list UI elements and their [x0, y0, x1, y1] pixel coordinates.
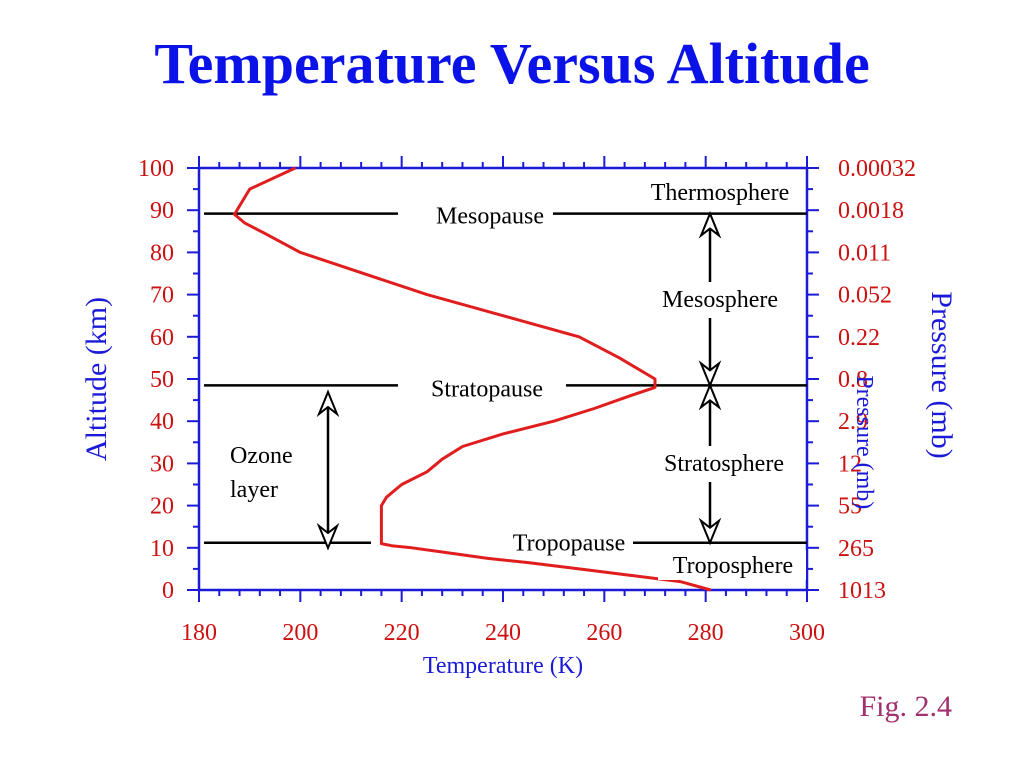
temperature-profile-point	[654, 386, 656, 389]
thermosphere-label: Thermosphere	[651, 180, 790, 206]
slide-title: Temperature Versus Altitude	[154, 31, 870, 96]
x-axis-title: Temperature (K)	[423, 653, 583, 679]
temperature-profile-point	[380, 526, 382, 528]
x-tick-label: 300	[789, 620, 825, 646]
mesosphere-arrow-head-up	[698, 210, 722, 239]
temperature-profile-point	[487, 557, 489, 559]
temperature-profile-point	[553, 420, 555, 422]
temperature-profile-point	[502, 315, 504, 317]
temperature-profile-point	[593, 407, 595, 410]
y-tick-label: 90	[150, 198, 174, 224]
mesopause-label: Mesopause	[436, 204, 544, 230]
ozone-arrow-head-down	[316, 522, 340, 551]
temperature-profile-point	[578, 336, 580, 338]
y-tick-label: 80	[150, 240, 174, 266]
temperature-profile-point	[249, 188, 251, 190]
x-tick-label: 220	[384, 620, 420, 646]
temperature-profile-point	[426, 471, 428, 473]
temperature-profile-point	[350, 268, 352, 270]
y2-axis-title-overlap: Pressure (mb)	[851, 375, 877, 509]
temperature-profile-point	[411, 547, 413, 549]
temperature-profile-point	[380, 542, 382, 545]
pressure-tick-label: 265	[838, 536, 874, 562]
pressure-tick-label: 0.011	[838, 240, 891, 266]
axes-layer	[187, 156, 819, 602]
temperature-profile-point	[578, 568, 580, 570]
temperature-profile-point	[710, 589, 712, 591]
temperature-profile-point	[618, 357, 621, 359]
temperature-profile-point	[299, 251, 301, 253]
y-tick-label: 70	[150, 283, 174, 309]
stratosphere-label: Stratosphere	[664, 451, 784, 477]
pressure-tick-label: 0.052	[838, 283, 892, 309]
pressure-tick-label: 12	[838, 451, 862, 477]
label-layer: 180 200 220 240 260 280 300 0 10 20 30 40 50 60 70 80 90…	[80, 156, 958, 679]
ozone-label-line2: layer	[230, 477, 278, 503]
temperature-profile-point	[380, 505, 382, 507]
mesosphere-label: Mesosphere	[662, 287, 778, 313]
y-tick-label: 100	[138, 156, 174, 182]
x-tick-label: 280	[688, 620, 724, 646]
temperature-profile-point	[390, 545, 393, 547]
stratosphere-arrow-head-down	[698, 517, 722, 546]
pressure-tick-label: 0.0018	[838, 198, 904, 224]
temperature-profile-point	[527, 561, 529, 564]
stratosphere-arrow-head-up	[698, 382, 722, 411]
y-tick-label: 10	[150, 536, 174, 562]
temperature-profile-point	[441, 458, 443, 460]
temperature-profile-point	[441, 551, 443, 553]
y-tick-label: 30	[150, 451, 174, 477]
temperature-profile-point	[401, 483, 403, 486]
temperature-profile-point	[294, 167, 296, 169]
pressure-tick-label: 1013	[838, 578, 886, 604]
temperature-profile-point	[654, 378, 656, 380]
temperature-profile-point	[233, 213, 236, 216]
temperature-profile-point	[461, 445, 464, 448]
y-tick-label: 50	[150, 367, 174, 393]
ozone-label-line1: Ozone	[230, 443, 293, 469]
troposphere-label-bg	[658, 550, 806, 580]
temperature-profile-point	[629, 395, 631, 397]
stratopause-label: Stratopause	[431, 376, 543, 402]
curve-layer	[233, 166, 712, 592]
temperature-profile-point	[629, 574, 631, 576]
ozone-arrow-head-up	[316, 389, 340, 418]
mesosphere-arrow-head-down	[698, 360, 722, 388]
pressure-tick-label: 0.22	[838, 325, 880, 351]
temperature-profile-point	[238, 205, 241, 207]
temperature-profile-point	[264, 232, 266, 235]
temperature-profile-point	[679, 580, 681, 583]
x-tick-label: 240	[485, 620, 521, 646]
figure-label: Fig. 2.4	[859, 690, 952, 723]
x-tick-label: 200	[282, 620, 318, 646]
y-tick-label: 40	[150, 409, 174, 435]
temperature-profile-point	[426, 294, 428, 296]
pressure-tick-label: 0.8	[838, 367, 868, 393]
temperature-profile-point	[502, 433, 504, 435]
x-tick-label: 260	[586, 620, 622, 646]
pressure-tick-label: 2.9	[838, 409, 868, 435]
y-tick-label: 20	[150, 494, 174, 520]
temperature-profile-point	[385, 496, 388, 498]
pressure-tick-label: 0.00032	[838, 156, 916, 182]
y2-axis-title: Pressure (mb)	[925, 291, 958, 458]
troposphere-label: Troposphere	[673, 553, 793, 579]
tropopause-label: Tropopause	[513, 531, 625, 557]
y-tick-label: 60	[150, 325, 174, 351]
y-axis-title: Altitude (km)	[80, 297, 113, 461]
y-tick-label: 0	[162, 578, 174, 604]
temperature-profile-point	[244, 222, 246, 224]
pressure-tick-label: 55	[838, 494, 862, 520]
x-tick-label: 180	[181, 620, 217, 646]
